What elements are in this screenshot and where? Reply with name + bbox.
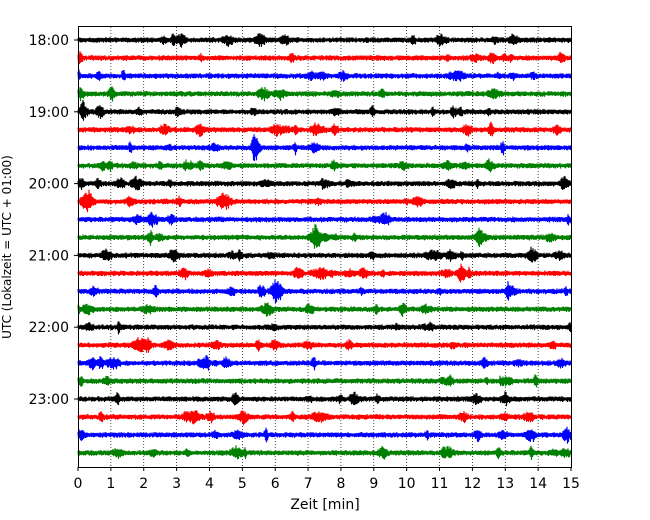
trace-1830 (77, 69, 573, 82)
x-tick-label: 9 (369, 476, 378, 492)
x-tick-label: 3 (172, 476, 181, 492)
y-tick-label: 22:00 (29, 320, 69, 336)
x-tick-label: 14 (529, 476, 547, 492)
trace-1815 (77, 51, 573, 65)
trace-1915 (77, 121, 573, 137)
x-tick-label: 11 (431, 476, 449, 492)
y-tick-label: 20:00 (29, 177, 69, 193)
x-tick-label: 7 (304, 476, 313, 492)
trace-2200 (77, 321, 573, 335)
trace-2030 (77, 211, 573, 228)
trace-2100 (77, 246, 573, 263)
trace-2245 (77, 374, 573, 388)
plot-frame (78, 26, 572, 468)
trace-2330 (77, 426, 573, 444)
trace-1800 (77, 33, 573, 48)
x-axis-title: Zeit [min] (290, 497, 359, 513)
y-tick-label: 19:00 (29, 105, 69, 121)
trace-2130 (77, 279, 573, 304)
x-tick-label: 15 (562, 476, 580, 492)
x-tick-label: 6 (271, 476, 280, 492)
x-tick-label: 8 (336, 476, 345, 492)
y-axis-title: UTC (Lokalzeit = UTC + 01:00) (0, 155, 14, 339)
traces (77, 33, 573, 461)
x-tick-label: 0 (74, 476, 83, 492)
trace-2230 (77, 355, 573, 371)
trace-2145 (77, 302, 573, 318)
x-tick-label: 10 (398, 476, 416, 492)
trace-2000 (77, 175, 573, 191)
x-tick-label: 5 (238, 476, 247, 492)
y-ticks: 18:00 19:00 20:00 21:00 22:00 23:00 (29, 33, 78, 408)
trace-2300 (77, 391, 573, 407)
x-ticks: 0 1 2 3 4 5 6 7 8 9 10 11 12 13 14 15 (74, 467, 580, 492)
x-tick-label: 1 (106, 476, 115, 492)
trace-2215 (77, 337, 573, 353)
x-tick-label: 12 (463, 476, 481, 492)
trace-1945 (77, 158, 573, 173)
trace-1930 (77, 134, 573, 162)
x-tick-label: 2 (139, 476, 148, 492)
trace-1900 (77, 99, 573, 121)
x-tick-label: 4 (205, 476, 214, 492)
y-tick-label: 21:00 (29, 248, 69, 264)
trace-2115 (77, 263, 573, 283)
y-tick-label: 23:00 (29, 392, 69, 408)
trace-2045 (77, 223, 573, 249)
trace-2345 (77, 445, 573, 461)
trace-2315 (77, 410, 573, 426)
trace-1845 (77, 86, 573, 102)
x-tick-label: 13 (496, 476, 514, 492)
trace-2015 (77, 189, 573, 213)
y-tick-label: 18:00 (29, 33, 69, 49)
